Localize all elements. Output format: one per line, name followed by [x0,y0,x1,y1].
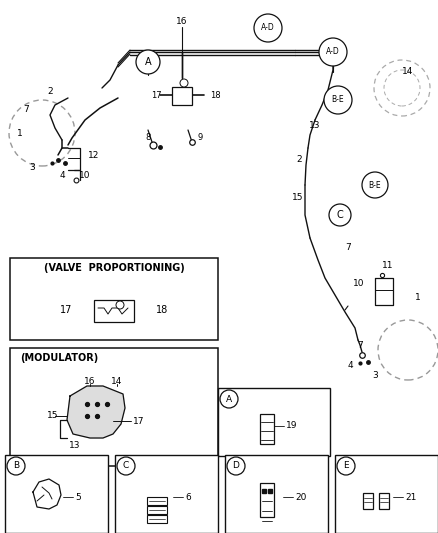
Circle shape [337,457,355,475]
Text: 14: 14 [111,377,123,386]
Bar [10,258,218,340]
Text: 16: 16 [176,18,188,27]
Text: 18: 18 [210,91,221,100]
Circle shape [136,50,160,74]
Text: 19: 19 [286,422,297,431]
Bar [147,497,167,505]
Text: A: A [226,394,232,403]
Text: 3: 3 [29,164,35,173]
Text: 15: 15 [47,411,59,421]
Bar [147,515,167,523]
Text: A-D: A-D [326,47,340,56]
Text: 10: 10 [353,279,364,287]
Bar [5,455,108,533]
Polygon shape [67,386,125,438]
Bar [335,455,438,533]
Circle shape [362,172,388,198]
Text: 1: 1 [17,128,23,138]
Text: 20: 20 [295,492,306,502]
Text: 13: 13 [309,120,321,130]
Bar [260,414,274,444]
Circle shape [117,457,135,475]
Text: 2: 2 [297,156,302,165]
Text: 5: 5 [75,492,81,502]
Text: 8: 8 [145,133,151,142]
Bar [379,493,389,509]
Text: 15: 15 [292,193,304,203]
Text: 18: 18 [156,305,168,315]
Text: 10: 10 [79,171,91,180]
Circle shape [227,457,245,475]
Circle shape [329,204,351,226]
Text: 17: 17 [152,91,162,100]
Circle shape [116,301,124,309]
Text: (VALVE  PROPORTIONING): (VALVE PROPORTIONING) [44,263,184,273]
Text: B-E: B-E [332,95,344,104]
Circle shape [180,79,188,87]
Bar [260,483,274,517]
Text: 7: 7 [23,106,29,115]
Bar [363,493,373,509]
Text: A: A [145,57,151,67]
Text: A-D: A-D [261,23,275,33]
Text: 17: 17 [60,305,72,315]
Text: 4: 4 [347,360,353,369]
Text: 2: 2 [47,87,53,96]
Bar [10,348,218,466]
Text: 17: 17 [133,416,145,425]
Circle shape [7,457,25,475]
Circle shape [319,38,347,66]
Text: 11: 11 [382,261,394,270]
Circle shape [220,390,238,408]
Text: (MODULATOR): (MODULATOR) [20,353,98,363]
Text: 14: 14 [403,68,413,77]
Circle shape [254,14,282,42]
Text: 7: 7 [345,244,351,253]
Text: 21: 21 [405,492,417,502]
Text: 4: 4 [59,171,65,180]
Bar [218,388,330,456]
Bar [172,87,192,105]
Text: C: C [123,462,129,471]
Text: 13: 13 [69,441,81,450]
Bar [115,455,218,533]
Bar [225,455,328,533]
Text: 6: 6 [185,492,191,502]
Text: B-E: B-E [369,181,381,190]
Bar [94,300,134,322]
Text: B: B [13,462,19,471]
Text: 9: 9 [198,133,203,142]
Text: D: D [233,462,240,471]
Text: 3: 3 [372,372,378,381]
Circle shape [324,86,352,114]
Bar [147,506,167,514]
Text: 16: 16 [84,377,96,386]
Text: 7: 7 [357,341,363,350]
Text: 12: 12 [88,150,99,159]
Text: 1: 1 [415,294,421,303]
Text: E: E [343,462,349,471]
Text: C: C [337,210,343,220]
